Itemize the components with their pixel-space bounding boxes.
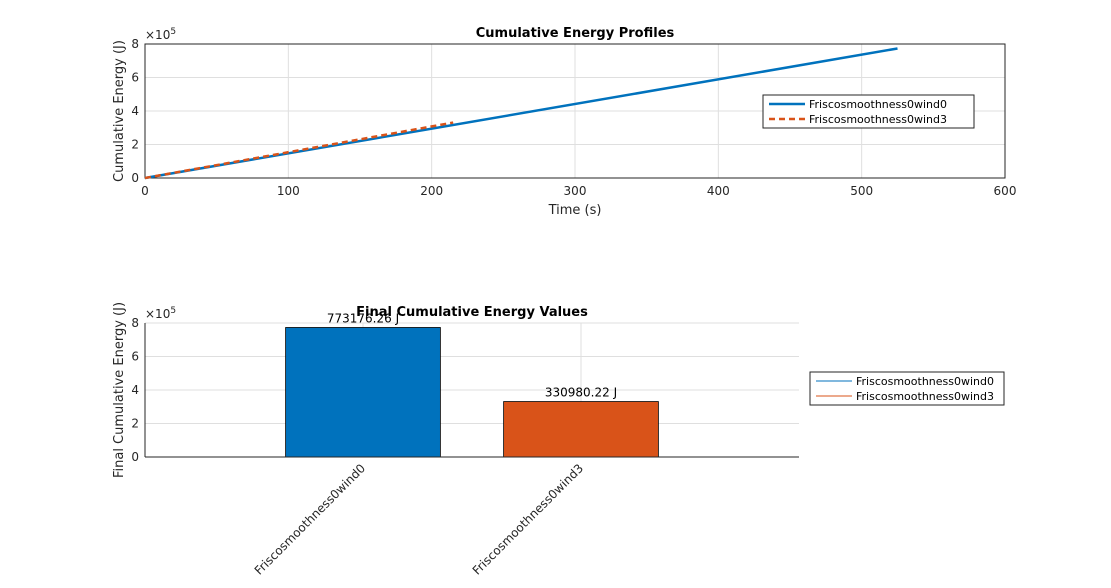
y-tick-label: 4 — [131, 383, 139, 397]
y-tick-label: 0 — [131, 450, 139, 464]
exponent-base: ×10 — [145, 307, 170, 321]
bar-chart: 0 2 4 6 8 773176.26 J Friscosmoothness0wind0 33… — [112, 302, 1005, 578]
bar-data-label: 773176.26 J — [327, 311, 399, 325]
legend-label: Friscosmoothness0wind3 — [809, 113, 947, 126]
x-tick-label: 0 — [141, 184, 149, 198]
chart-title: Final Cumulative Energy Values — [356, 305, 588, 320]
y-tick-label: 2 — [131, 417, 139, 431]
y-tick-label: 8 — [131, 37, 139, 51]
legend-label: Friscosmoothness0wind0 — [809, 98, 947, 111]
x-tick-label: 500 — [850, 184, 873, 198]
chart-title: Cumulative Energy Profiles — [476, 26, 675, 41]
line-chart: 0 100 200 300 400 500 600 0 2 4 6 8 Cumulative Energ… — [112, 26, 1016, 218]
legend-box — [762, 94, 975, 129]
exponent-power: 5 — [170, 27, 176, 37]
series-line-Friscosmoothness0wind3 — [144, 121, 454, 180]
legend-label: Friscosmoothness0wind3 — [856, 390, 994, 403]
x-tick-label: 100 — [277, 184, 300, 198]
x-tick-label: Friscosmoothness0wind3 — [470, 461, 586, 577]
y-tick-label: 4 — [131, 104, 139, 118]
plot-area-border — [144, 43, 1006, 179]
y-axis-exponent: ×105 — [145, 306, 176, 321]
bar-data-label: 330980.22 J — [545, 386, 617, 400]
bar-Friscosmoothness0wind3 — [503, 401, 659, 458]
y-axis-exponent: ×105 — [145, 27, 176, 42]
y-axis-label: Final Cumulative Energy (J) — [112, 302, 127, 478]
exponent-power: 5 — [170, 306, 176, 316]
y-tick-label: 6 — [131, 71, 139, 85]
y-tick-label: 8 — [131, 316, 139, 330]
y-tick-label: 2 — [131, 138, 139, 152]
y-tick-label: 6 — [131, 350, 139, 364]
y-tick-label: 0 — [131, 171, 139, 185]
x-axis-label: Time (s) — [548, 203, 602, 218]
bar-Friscosmoothness0wind0 — [285, 327, 441, 458]
x-tick-label: 300 — [564, 184, 587, 198]
legend[interactable]: Friscosmoothness0wind0 Friscosmoothness0w… — [762, 94, 975, 129]
exponent-base: ×10 — [145, 28, 170, 42]
x-tick-label: 600 — [994, 184, 1017, 198]
series-line-Friscosmoothness0wind0 — [144, 47, 898, 180]
x-tick-label: Friscosmoothness0wind0 — [252, 461, 368, 577]
legend[interactable]: Friscosmoothness0wind0 Friscosmoothness0w… — [809, 371, 1005, 406]
legend-label: Friscosmoothness0wind0 — [856, 375, 994, 388]
y-axis-label: Cumulative Energy (J) — [112, 40, 127, 182]
legend-box — [809, 371, 1005, 406]
x-tick-label: 400 — [707, 184, 730, 198]
x-tick-label: 200 — [420, 184, 443, 198]
